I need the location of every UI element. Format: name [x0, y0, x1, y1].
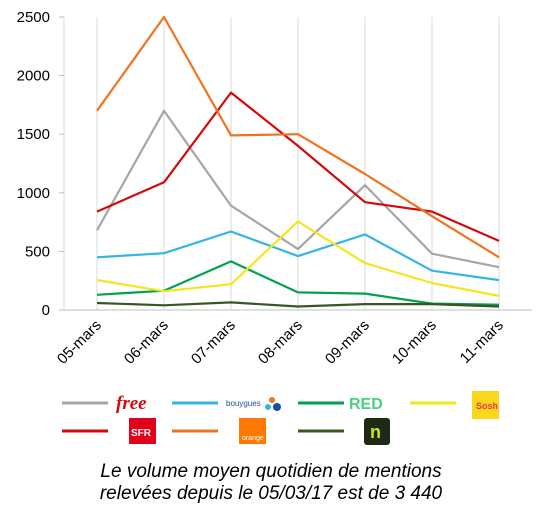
x-tick-label: 06-mars	[121, 317, 172, 368]
y-tick-label: 1500	[17, 126, 50, 143]
legend-logo-orange: orange	[239, 418, 266, 444]
series-line-sfr	[96, 91, 500, 242]
svg-text:SFR: SFR	[131, 428, 152, 439]
series-line-orange	[96, 15, 500, 259]
y-tick-label: 0	[42, 302, 50, 319]
svg-text:bouygues: bouygues	[226, 399, 261, 408]
caption: Le volume moyen quotidien de mentions re…	[0, 461, 542, 505]
y-tick-label: 2500	[17, 9, 50, 26]
x-tick-label: 07-mars	[188, 317, 239, 368]
y-tick-label: 500	[25, 243, 50, 260]
svg-text:Sosh: Sosh	[476, 401, 498, 411]
grid-lines	[96, 17, 500, 310]
legend-logo-bouygues: bouygues	[226, 397, 281, 411]
x-tick-label: 11-mars	[457, 317, 507, 367]
caption-line-1: Le volume moyen quotidien de mentions	[100, 461, 442, 482]
series-lines	[96, 15, 500, 308]
legend-logo-red: RED	[349, 396, 383, 413]
legend-logo-sfr: SFR	[129, 418, 156, 444]
x-tick-label: 09-mars	[322, 317, 373, 368]
series-line-nrj	[96, 301, 500, 308]
legend: free bouygues RED Sosh SFR orange n	[62, 391, 499, 445]
series-line-bouygues	[96, 230, 500, 282]
x-tick-label: 05-mars	[54, 317, 105, 368]
y-axis-ticks: 0 500 1000 1500 2000 2500	[17, 9, 64, 319]
legend-logo-free: free	[116, 393, 147, 414]
svg-text:orange: orange	[242, 435, 264, 442]
caption-line-2: relevées depuis le 05/03/17 est de 3 440	[99, 483, 443, 504]
legend-logo-sosh: Sosh	[472, 391, 499, 419]
svg-text:n: n	[370, 422, 381, 442]
series-line-free	[96, 109, 500, 269]
axes	[63, 17, 532, 311]
series-line-sosh	[96, 220, 500, 297]
x-tick-label: 08-mars	[255, 317, 306, 368]
legend-logo-nrj: n	[364, 418, 390, 445]
y-tick-label: 1000	[17, 185, 50, 202]
y-tick-label: 2000	[17, 68, 50, 85]
x-axis-ticks: 05-mars 06-mars 07-mars 08-mars 09-mars 10-ma…	[54, 317, 507, 368]
line-chart: 0 500 1000 1500 2000 2500 05-mars 06-mars 07-ma…	[17, 9, 532, 368]
x-tick-label: 10-mars	[389, 317, 440, 368]
